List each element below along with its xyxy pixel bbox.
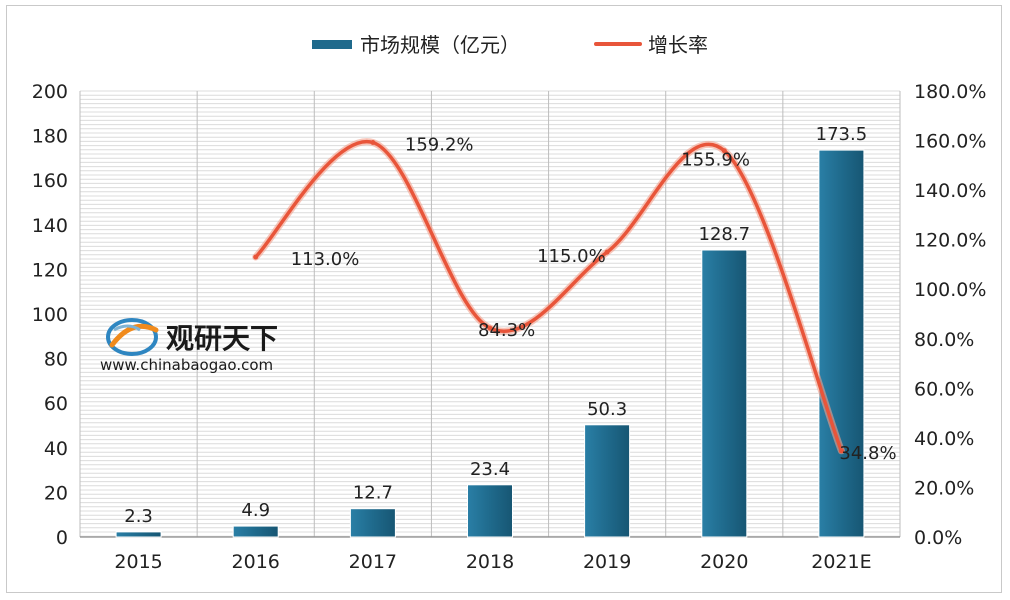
- watermark: 观研天下 www.chinabaogao.com: [100, 318, 278, 374]
- left-y-tick-label: 40: [44, 438, 68, 460]
- line-value-label: 159.2%: [405, 135, 474, 156]
- legend-bar-label: 市场规模（亿元）: [360, 33, 520, 57]
- right-y-tick-label: 160.0%: [914, 131, 986, 153]
- line-point: [370, 140, 376, 145]
- line-value-label: 113.0%: [291, 249, 360, 270]
- line-data-labels: 113.0% 159.2% 84.3% 115.0% 155.9% 34.8%: [291, 135, 897, 464]
- line-value-label: 115.0%: [537, 246, 606, 267]
- right-y-tick-label: 0.0%: [914, 527, 962, 549]
- left-y-tick-label: 160: [32, 170, 68, 192]
- right-y-tick-label: 60.0%: [914, 378, 974, 400]
- bar: [701, 249, 748, 538]
- x-tick-label: 2017: [349, 551, 397, 573]
- watermark-url: www.chinabaogao.com: [100, 356, 273, 374]
- line-value-label: 34.8%: [839, 443, 896, 464]
- x-tick-label: 2021E: [811, 551, 871, 573]
- bar: [818, 149, 865, 538]
- x-tick-label: 2019: [583, 551, 631, 573]
- legend-line-label: 增长率: [648, 33, 708, 57]
- bar-value-label: 12.7: [353, 483, 393, 504]
- right-y-tick-label: 40.0%: [914, 428, 974, 450]
- bar-series: [115, 149, 865, 538]
- bar: [349, 508, 396, 538]
- left-y-tick-label: 100: [32, 304, 68, 326]
- watermark-name: 观研天下: [166, 322, 278, 355]
- bar-value-label: 128.7: [699, 224, 751, 245]
- line-series: [252, 138, 845, 455]
- x-tick-label: 2016: [232, 551, 280, 573]
- right-y-tick-label: 180.0%: [914, 81, 986, 103]
- left-y-tick-label: 60: [44, 393, 68, 415]
- left-y-tick-label: 180: [32, 126, 68, 148]
- bar: [584, 424, 631, 538]
- bar: [232, 525, 279, 538]
- right-y-tick-label: 20.0%: [914, 477, 974, 499]
- legend: 市场规模（亿元） 增长率: [312, 33, 708, 57]
- x-tick-label: 2015: [114, 551, 162, 573]
- line-point: [487, 325, 493, 331]
- bar-data-labels: 2.3 4.9 12.7 23.4 50.3 128.7 173.5: [124, 124, 867, 527]
- bar-value-label: 23.4: [470, 459, 510, 480]
- left-y-tick-label: 200: [32, 81, 68, 103]
- line-point: [721, 148, 727, 154]
- legend-bar-swatch: [312, 40, 352, 49]
- line-point: [838, 448, 844, 454]
- right-y-tick-label: 100.0%: [914, 279, 986, 301]
- right-y-axis: 0.0% 20.0% 40.0% 60.0% 80.0% 100.0% 120.0% 140.…: [914, 81, 986, 549]
- bar-value-label: 2.3: [124, 506, 153, 527]
- x-tick-label: 2020: [700, 551, 748, 573]
- line-point: [253, 254, 259, 260]
- bar-value-label: 50.3: [587, 399, 627, 420]
- line-series-path: [253, 139, 844, 453]
- line-value-label: 155.9%: [681, 150, 750, 171]
- left-y-tick-label: 120: [32, 259, 68, 281]
- right-y-tick-label: 80.0%: [914, 329, 974, 351]
- left-y-tick-label: 80: [44, 349, 68, 371]
- gridlines: [79, 90, 901, 538]
- left-y-tick-label: 140: [32, 215, 68, 237]
- left-y-tick-label: 0: [56, 527, 68, 549]
- x-axis: 2015 2016 2017 2018 2019 2020 2021E: [114, 551, 871, 573]
- left-y-tick-label: 20: [44, 482, 68, 504]
- line-value-label: 84.3%: [478, 320, 535, 341]
- bar: [467, 484, 513, 538]
- bar: [115, 531, 162, 538]
- watermark-logo-icon: [106, 318, 159, 356]
- right-y-tick-label: 140.0%: [914, 180, 986, 202]
- x-tick-label: 2018: [466, 551, 514, 573]
- right-y-tick-label: 120.0%: [914, 230, 986, 252]
- line-point: [604, 249, 610, 255]
- bar-value-label: 173.5: [816, 124, 868, 145]
- bar-value-label: 4.9: [241, 500, 270, 521]
- left-y-axis: 0 20 40 60 80 100 120 140 160 180 200: [32, 81, 68, 549]
